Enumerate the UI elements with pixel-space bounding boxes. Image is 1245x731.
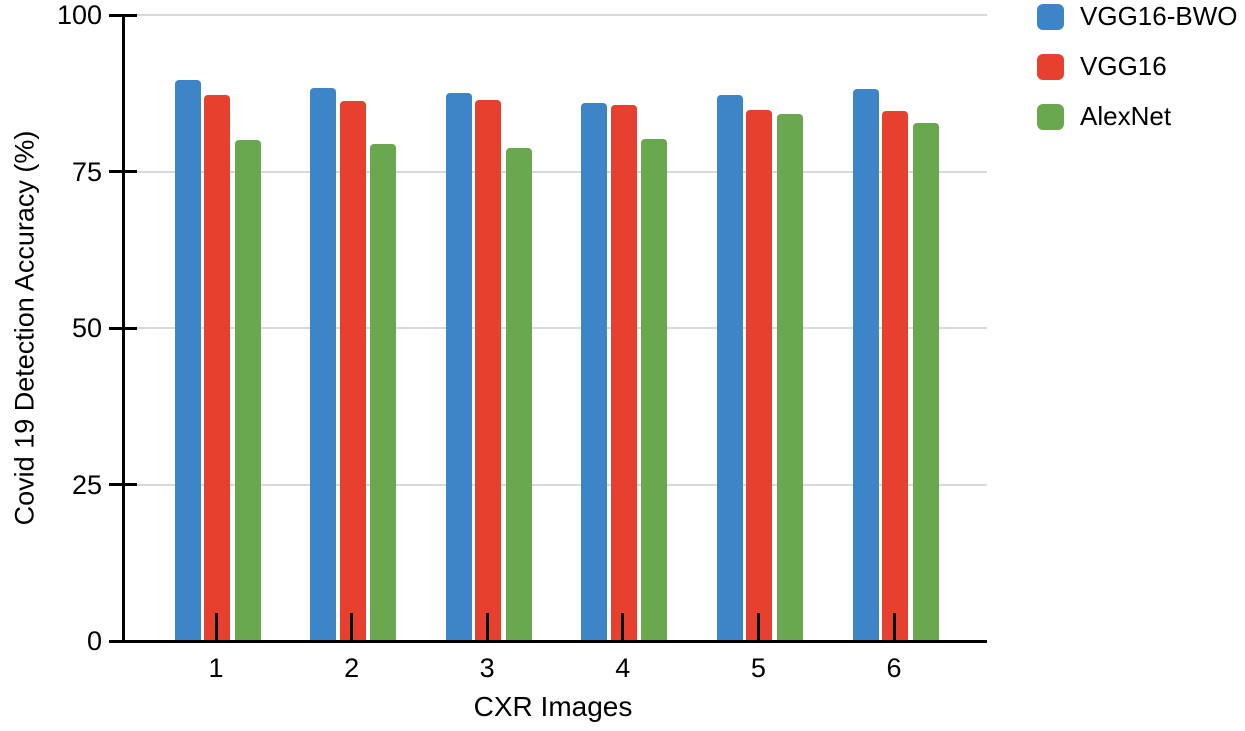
bar-vgg16-cat2 [339,101,366,641]
x-category-label: 1 [208,653,224,683]
legend-item-alexnet: AlexNet [1037,103,1237,130]
y-axis-tick [109,639,137,643]
x-category-label: 4 [615,653,631,683]
legend-item-vgg16: VGG16 [1037,53,1237,80]
legend-item-vgg16-bwo: VGG16-BWO [1037,3,1237,30]
x-axis-tick [350,613,354,641]
bar-alexnet-cat1 [234,140,261,641]
bar-vgg16-bwo-cat6 [852,88,879,641]
y-tick-label: 50 [71,313,102,343]
y-axis-tick [109,326,137,330]
bar-vgg16-cat1 [204,95,230,641]
legend-swatch-icon [1037,53,1064,80]
x-axis-tick [621,613,625,641]
x-category-label: 6 [886,653,902,683]
legend-label: AlexNet [1080,101,1172,131]
bar-alexnet-cat2 [370,143,397,641]
y-axis-tick [109,483,137,486]
bar-alexnet-cat3 [505,148,532,641]
bar-alexnet-cat6 [912,123,939,641]
x-axis-tick [214,613,218,641]
x-axis-title: CXR Images [473,691,633,722]
legend-label: VGG16 [1080,51,1167,81]
x-category-label: 2 [344,653,360,683]
bar-vgg16-cat4 [610,105,637,641]
y-axis-tick [109,13,137,17]
y-axis-tick [109,170,137,173]
legend-swatch-icon [1037,103,1064,130]
y-tick-label: 25 [71,469,102,500]
x-axis-tick [756,613,760,641]
bar-vgg16-cat6 [882,110,908,641]
x-category-label: 5 [750,653,766,683]
x-axis-tick [485,613,489,641]
y-gridline [123,14,987,16]
bar-alexnet-cat5 [776,113,803,641]
y-tick-label: 75 [71,156,102,187]
x-axis-line [123,639,987,643]
legend-swatch-icon [1037,3,1064,30]
x-category-label: 3 [479,653,495,683]
bar-vgg16-bwo-cat3 [445,92,472,641]
y-gridline [123,483,987,486]
legend: VGG16-BWO VGG16 AlexNet [1037,3,1237,130]
bar-vgg16-cat3 [475,99,502,641]
bar-alexnet-cat4 [641,138,668,641]
bar-vgg16-bwo-cat1 [174,80,201,641]
bar-vgg16-bwo-cat4 [581,103,608,641]
y-gridline [123,327,987,329]
y-tick-label: 0 [86,626,102,656]
bar-vgg16-cat5 [746,109,773,641]
legend-label: VGG16-BWO [1080,1,1238,31]
y-tick-label: 100 [56,0,102,30]
bar-vgg16-bwo-cat2 [310,88,337,641]
bar-vgg16-bwo-cat5 [716,94,743,641]
x-axis-tick [892,613,896,641]
y-gridline [123,170,987,173]
